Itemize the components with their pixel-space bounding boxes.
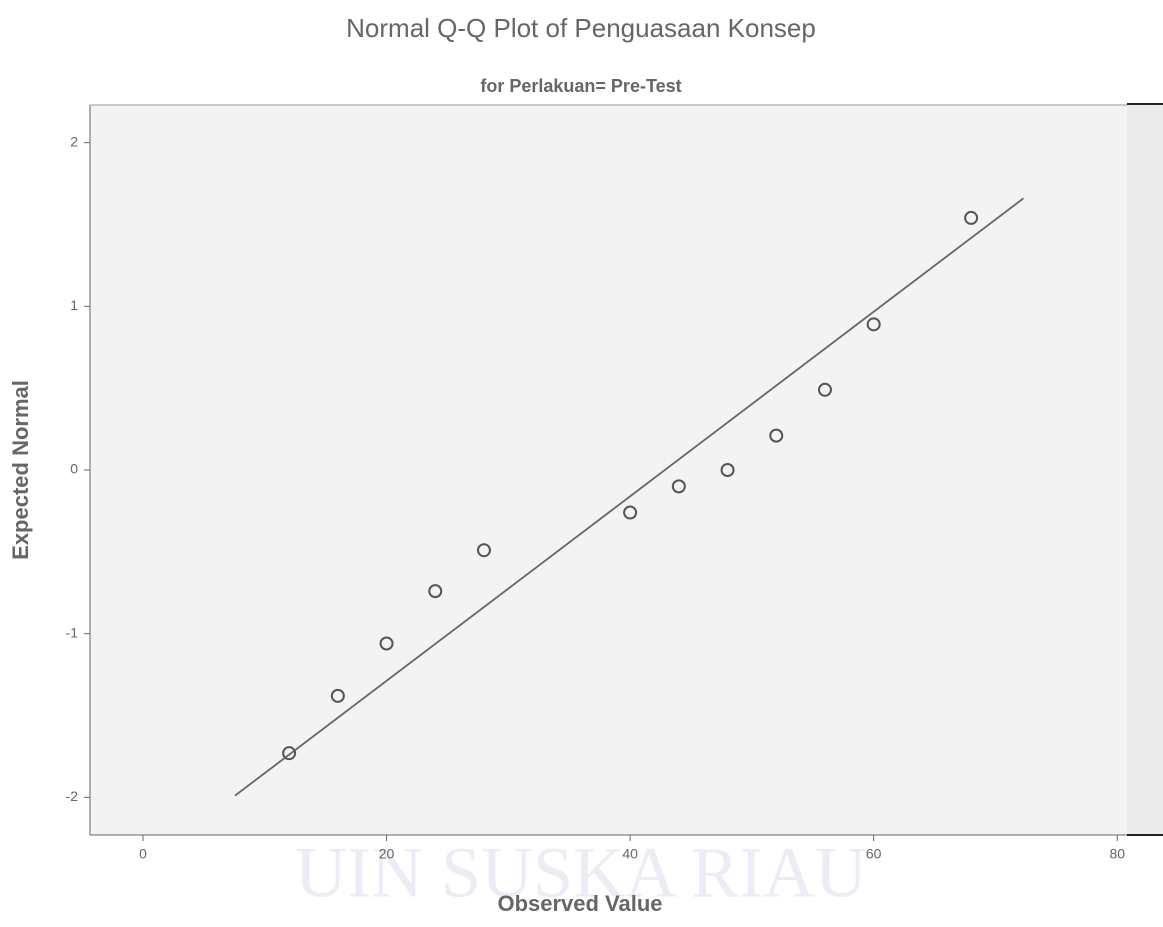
y-tick-label: -2: [66, 788, 79, 804]
point: [769, 428, 784, 443]
reference-line: [234, 197, 1025, 797]
y-tick-label: 1: [70, 297, 78, 313]
point: [282, 746, 297, 761]
watermark: UIN SUSKA RIAU: [295, 833, 867, 913]
point: [379, 636, 394, 651]
point: [866, 317, 881, 332]
x-tick-label: 20: [379, 846, 395, 862]
point: [623, 505, 638, 520]
x-tick-label: 80: [1109, 846, 1125, 862]
plot-strip: [1127, 105, 1163, 835]
y-tick-label: -1: [66, 624, 79, 640]
point: [330, 688, 345, 703]
chart-subtitle: for Perlakuan= Pre-Test: [480, 76, 681, 96]
point: [428, 584, 443, 599]
x-tick-label: 60: [866, 846, 882, 862]
x-tick-label: 40: [622, 846, 638, 862]
y-axis-label: Expected Normal: [8, 380, 33, 560]
y-tick-label: 0: [70, 461, 78, 477]
y-tick-label: 2: [70, 133, 78, 149]
chart-title: Normal Q-Q Plot of Penguasaan Konsep: [346, 13, 816, 43]
point: [476, 543, 491, 558]
point: [720, 463, 735, 477]
plot-area: [90, 105, 1127, 835]
point: [671, 479, 686, 494]
point: [817, 382, 832, 397]
x-tick-label: 0: [139, 846, 147, 862]
x-axis-label: Observed Value: [497, 891, 662, 916]
point: [964, 210, 979, 225]
